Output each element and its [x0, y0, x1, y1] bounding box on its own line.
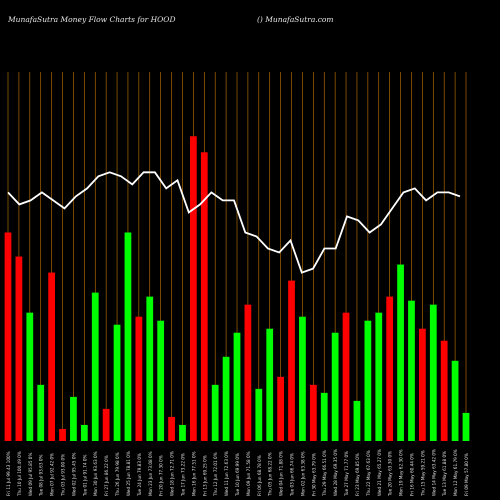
- x-tick-label: Mon 16 Jun 77.51 0%: [191, 451, 196, 496]
- x-tick-label: Wed 02 Jul 95.45 0%: [71, 453, 76, 496]
- x-tick-label: Wed 09 Jul 95.85 0%: [28, 453, 33, 496]
- x-tick-label: Tue 10 Jun 69.99 0%: [235, 453, 240, 497]
- money-flow-bar: [211, 384, 219, 441]
- money-flow-bar: [80, 424, 88, 441]
- money-flow-bar: [386, 296, 394, 441]
- x-tick-label: Mon 09 Jun 71.58 0%: [246, 451, 251, 496]
- money-flow-bar: [124, 232, 132, 441]
- money-flow-bar: [37, 384, 45, 441]
- money-flow-bar: [190, 136, 197, 442]
- x-tick-label: Wed 14 May 63.42 0%: [431, 449, 436, 496]
- x-tick-label: Mon 02 Jun 63.38 0%: [300, 451, 305, 496]
- money-flow-bar: [375, 312, 383, 441]
- money-flow-bar: [179, 424, 186, 441]
- x-tick-label: Fri 06 Jun 68.78 0%: [257, 455, 262, 496]
- money-flow-line: [7, 171, 461, 274]
- x-tick-label: Tue 24 Jun 79.83 0%: [137, 453, 142, 497]
- money-flow-bar: [200, 152, 208, 441]
- x-tick-label: Mon 07 Jul 92.42 0%: [50, 453, 55, 496]
- money-flow-bar: [4, 232, 12, 441]
- x-tick-label: Tue 20 May 63.30 0%: [388, 451, 393, 497]
- money-flow-bar: [429, 304, 437, 441]
- x-tick-label: Tue 01 Jul 91.74 0%: [82, 454, 87, 497]
- x-tick-label: Wed 04 Jun 71.88 0%: [279, 451, 284, 496]
- money-flow-bar: [451, 360, 459, 441]
- money-flow-bar: [26, 312, 34, 441]
- money-flow-bar: [462, 412, 470, 441]
- x-tick-label: Wed 21 May 65.27 0%: [377, 449, 382, 496]
- money-flow-bar: [255, 388, 263, 441]
- money-flow-bar: [48, 272, 55, 441]
- x-tick-label: Thu 03 Jul 93.00 0%: [61, 454, 66, 497]
- money-flow-bar: [146, 296, 154, 441]
- x-tick-label: Mon 23 Jun 73.08 0%: [148, 451, 153, 496]
- money-flow-bar: [299, 316, 306, 441]
- x-tick-label: Thu 15 May 59.21 0%: [420, 450, 425, 497]
- money-flow-bar: [15, 256, 23, 441]
- x-tick-label: Wed 11 Jun 72.63 0%: [224, 451, 229, 496]
- x-tick-label: Thu 10 Jul 100.49 0%: [17, 451, 22, 497]
- x-tick-label: Thu 26 Jun 79.98 0%: [115, 452, 120, 497]
- money-flow-bar: [331, 332, 339, 441]
- x-tick-label: Fri 27 Jun 86.22 0%: [104, 455, 109, 496]
- money-flow-bar: [353, 400, 361, 441]
- x-tick-label: Thu 22 May 67.63 0%: [366, 450, 371, 497]
- x-tick-label: Tue 17 Jun 73.22 0%: [180, 453, 185, 497]
- x-tick-label: Wed 28 May 69.35 0%: [333, 449, 338, 496]
- x-tick-label: Thu 05 Jun 68.22 0%: [268, 452, 273, 497]
- money-flow-bar: [102, 408, 110, 441]
- money-flow-bar: [277, 376, 284, 441]
- money-flow-bar: [244, 304, 252, 441]
- money-flow-bar: [309, 384, 317, 441]
- x-axis-labels: Fri 11 Jul 99.43 100% Thu 10 Jul 100.49 0…: [6, 449, 469, 497]
- money-flow-bar: [70, 396, 77, 441]
- x-tick-label: Wed 18 Jun 72.71 0%: [170, 451, 175, 496]
- money-flow-bar: [342, 312, 350, 441]
- money-flow-bar: [59, 428, 66, 441]
- money-flow-bar: [113, 324, 121, 441]
- money-flow-bar: [364, 320, 372, 441]
- bar-series: [4, 136, 470, 442]
- x-tick-label: Thu 12 Jun 72.01 0%: [213, 452, 218, 497]
- money-flow-bar: [233, 332, 241, 441]
- money-flow-bar: [440, 340, 448, 441]
- site-attribution: () MunafaSutra.com: [257, 15, 334, 24]
- x-tick-label: Mon 30 Jun 93.63 0%: [93, 451, 98, 496]
- x-tick-label: Tue 27 May 71.77 0%: [344, 451, 349, 497]
- x-tick-label: Tue 13 May 61.88 0%: [442, 451, 447, 497]
- x-tick-label: Fri 11 Jul 99.43 100%: [6, 451, 11, 496]
- money-flow-bar: [266, 328, 274, 441]
- x-tick-label: Tue 08 Jul 93.63 0%: [39, 454, 44, 497]
- money-flow-bar: [168, 416, 175, 441]
- x-tick-label: Fri 16 May 60.44 0%: [409, 453, 414, 496]
- money-flow-bar: [288, 280, 295, 441]
- x-tick-label: Thu 29 May 66.51 0%: [322, 450, 327, 497]
- money-flow-bar: [91, 292, 99, 441]
- x-tick-label: Mon 19 May 62.30 0%: [399, 449, 404, 496]
- money-flow-bar: [419, 328, 426, 441]
- x-tick-label: Fri 30 May 63.79 0%: [311, 453, 316, 496]
- x-tick-label: Mon 12 May 61.79 0%: [453, 449, 458, 496]
- chart-title: MunafaSutra Money Flow Charts for HOOD: [8, 15, 176, 24]
- money-flow-bar: [135, 316, 143, 441]
- x-tick-label: Fri 23 May 69.85 0%: [355, 453, 360, 496]
- x-tick-label: Wed 25 Jun 78.81 0%: [126, 451, 131, 496]
- x-tick-label: Fri 09 May 57.80 0%: [464, 453, 469, 496]
- money-flow-bar: [320, 392, 328, 441]
- x-tick-label: Fri 20 Jun 77.30 0%: [159, 455, 164, 496]
- money-flow-bar: [157, 320, 165, 441]
- money-flow-bar: [408, 300, 415, 441]
- money-flow-bar: [397, 264, 404, 441]
- x-tick-label: Fri 13 Jun 69.25 0%: [202, 455, 207, 496]
- money-flow-bar: [222, 356, 230, 441]
- x-tick-label: Tue 03 Jun 66.74 0%: [290, 453, 295, 497]
